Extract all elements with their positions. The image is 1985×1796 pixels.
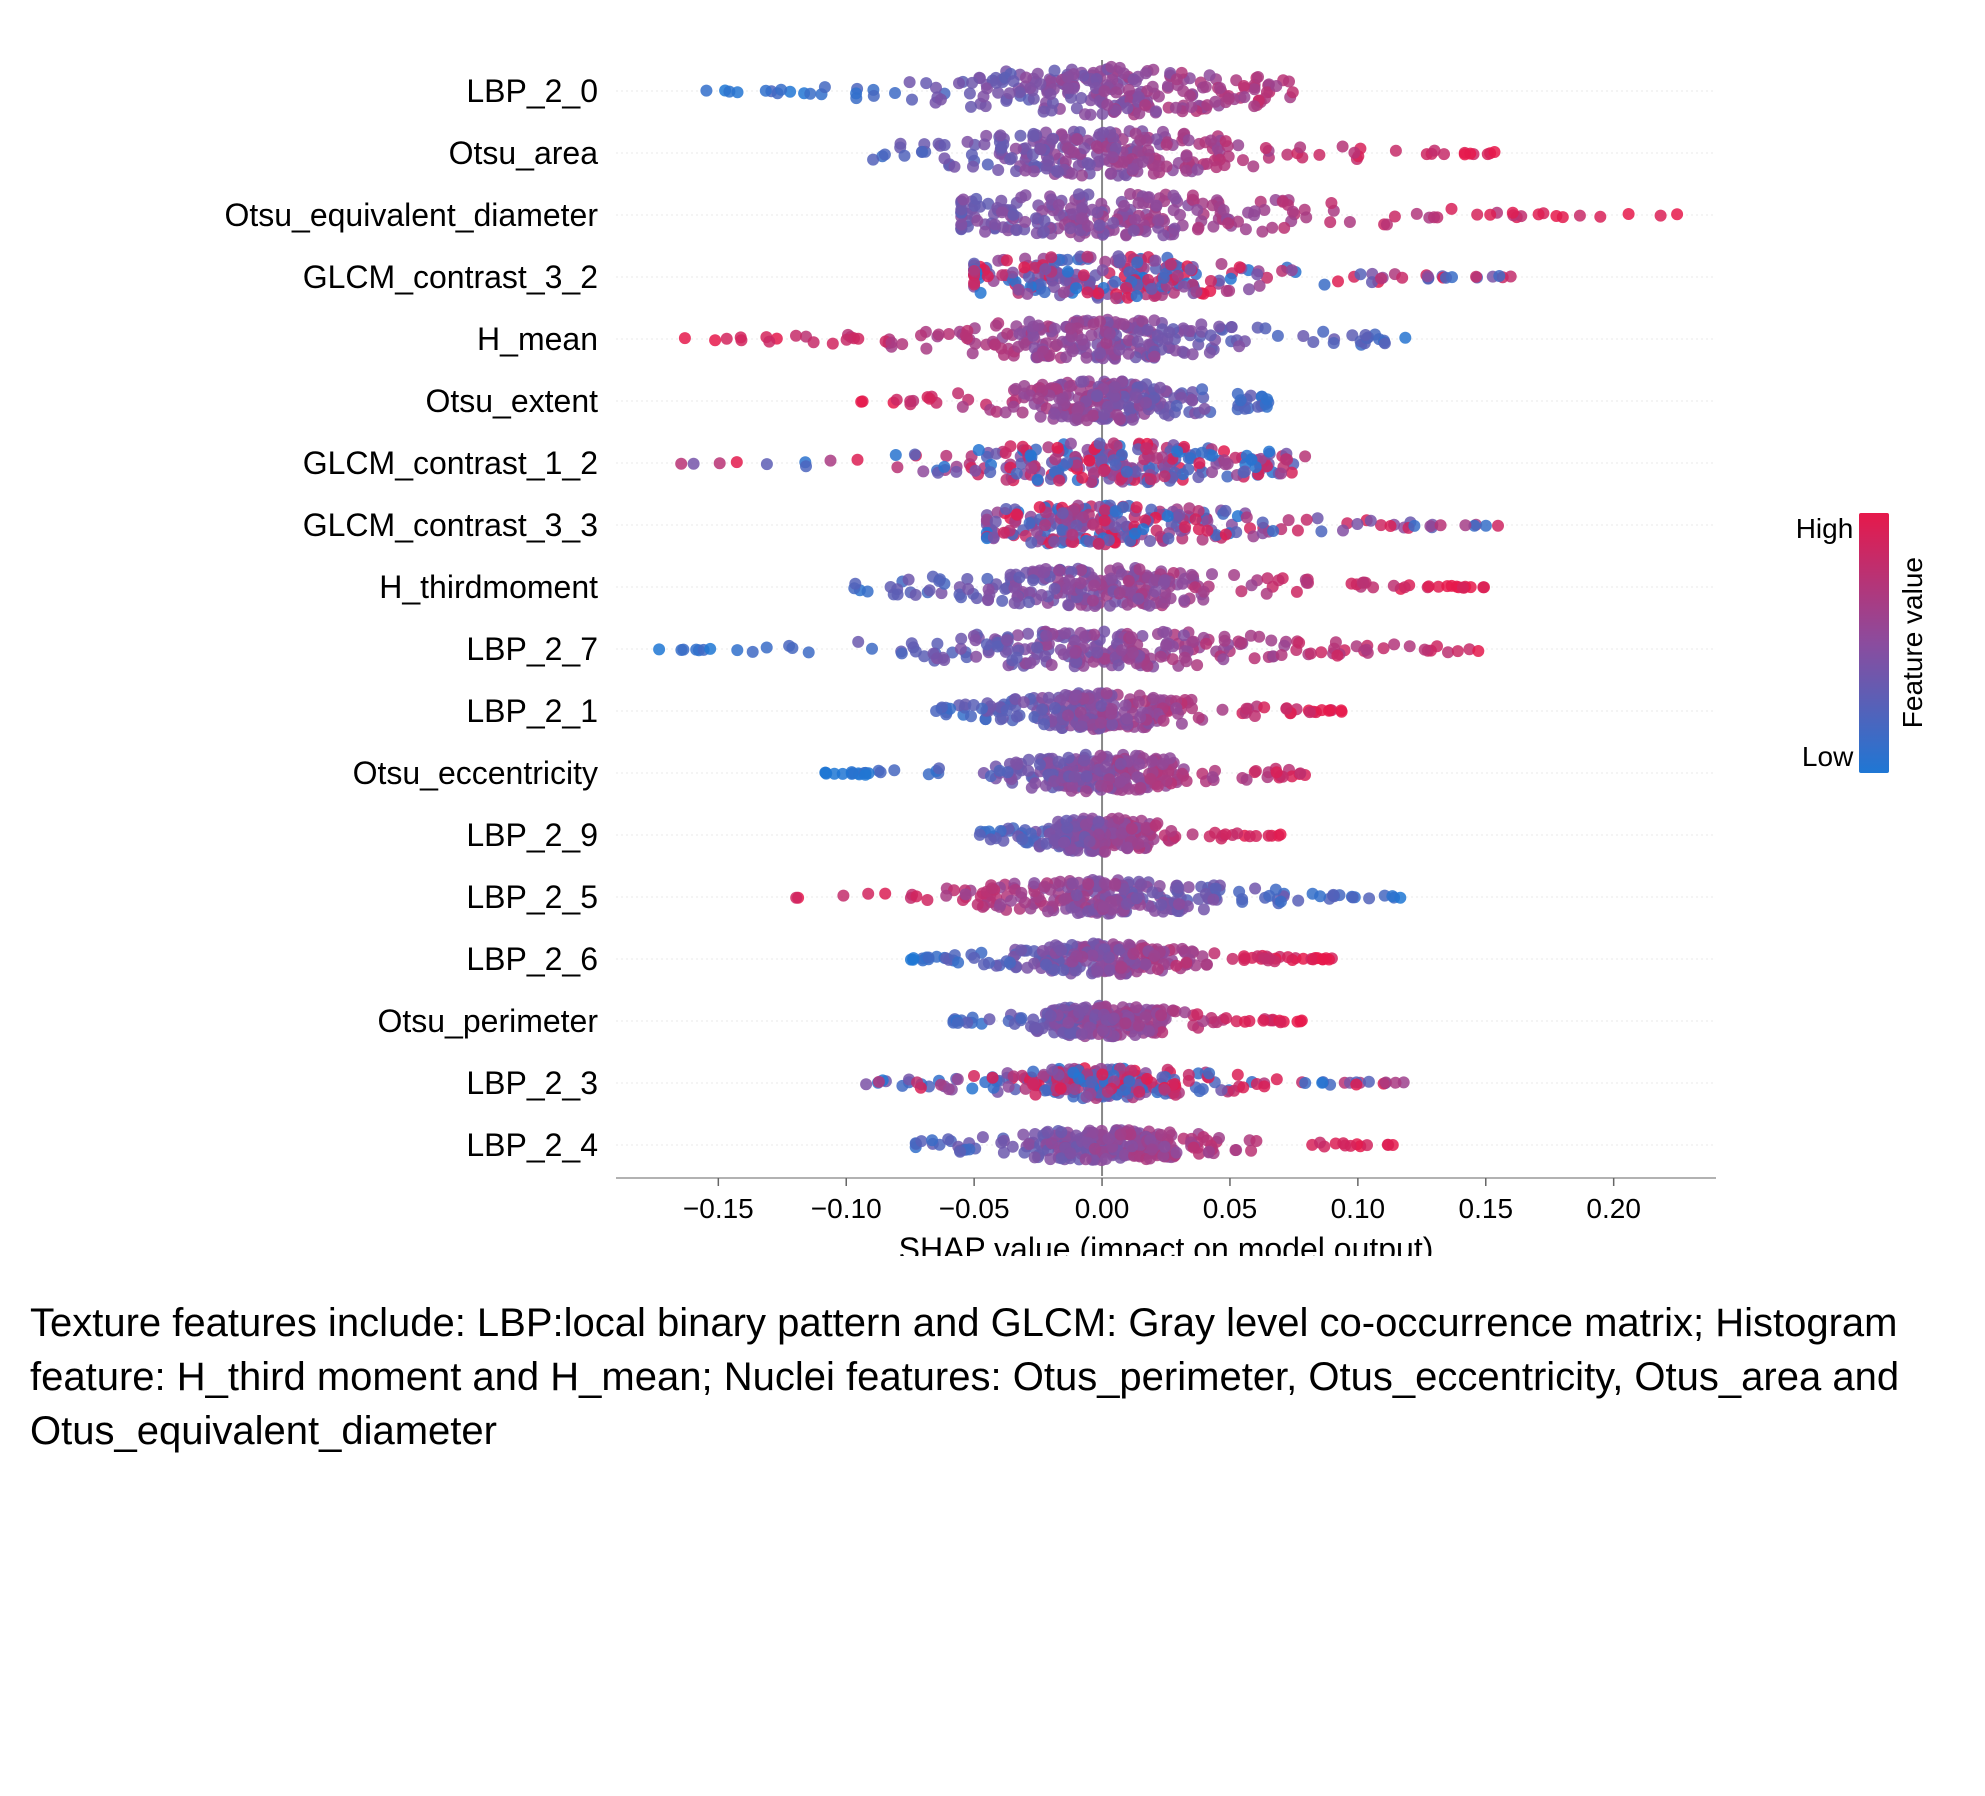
chart-row: LBP_2_0 Otsu_area Otsu_equivalent_diameter…: [30, 30, 1955, 1256]
x-tick-label: 0.00: [1074, 1193, 1129, 1224]
colorbar-labels: High Low: [1796, 513, 1854, 773]
feature-label: Otsu_extent: [425, 383, 598, 419]
x-tick-label: −0.15: [683, 1193, 754, 1224]
feature-label: LBP_2_7: [466, 631, 598, 667]
x-tick-label: 0.10: [1330, 1193, 1385, 1224]
feature-label: H_thirdmoment: [379, 569, 598, 605]
colorbar-high-label: High: [1796, 513, 1854, 545]
feature-label: LBP_2_1: [466, 693, 598, 729]
x-tick-label: −0.05: [938, 1193, 1009, 1224]
feature-label: Otsu_eccentricity: [352, 755, 597, 791]
colorbar: High Low Feature value: [1796, 513, 1930, 773]
x-tick-label: 0.15: [1458, 1193, 1513, 1224]
feature-label: Otsu_area: [448, 135, 598, 171]
colorbar-gradient: [1859, 513, 1889, 773]
feature-label: GLCM_contrast_3_2: [302, 259, 597, 295]
feature-label: Otsu_perimeter: [377, 1003, 598, 1039]
feature-label: LBP_2_6: [466, 941, 598, 977]
feature-label: LBP_2_5: [466, 879, 598, 915]
colorbar-low-label: Low: [1796, 741, 1854, 773]
x-axis-label: SHAP value (impact on model output): [898, 1231, 1433, 1256]
x-tick-label: −0.10: [811, 1193, 882, 1224]
feature-label: LBP_2_4: [466, 1127, 598, 1163]
feature-label: H_mean: [477, 321, 598, 357]
shap-summary-chart: LBP_2_0 Otsu_area Otsu_equivalent_diameter…: [56, 30, 1756, 1256]
shap-svg: LBP_2_0 Otsu_area Otsu_equivalent_diameter…: [56, 30, 1756, 1256]
feature-label: LBP_2_0: [466, 73, 598, 109]
colorbar-axis-label: Feature value: [1897, 557, 1929, 728]
x-tick-label: 0.05: [1202, 1193, 1257, 1224]
feature-label: GLCM_contrast_1_2: [302, 445, 597, 481]
figure-caption: Texture features include: LBP:local bina…: [30, 1296, 1930, 1458]
feature-label: LBP_2_3: [466, 1065, 598, 1101]
feature-label: Otsu_equivalent_diameter: [224, 197, 598, 233]
feature-label: GLCM_contrast_3_3: [302, 507, 597, 543]
figure-container: LBP_2_0 Otsu_area Otsu_equivalent_diameter…: [30, 30, 1955, 1458]
x-tick-label: 0.20: [1586, 1193, 1641, 1224]
feature-label: LBP_2_9: [466, 817, 598, 853]
